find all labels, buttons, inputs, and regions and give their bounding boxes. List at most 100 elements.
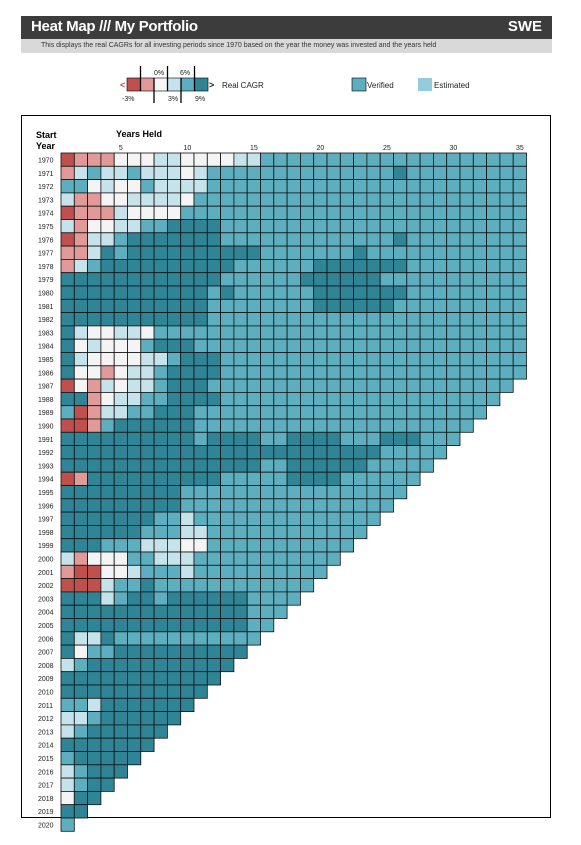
- heatmap-cell: [87, 458, 102, 473]
- heatmap-cell: [246, 564, 261, 579]
- heatmap-cell: [326, 298, 341, 313]
- column-axis-label: Years Held: [116, 129, 162, 139]
- heatmap-cell: [113, 165, 128, 181]
- heatmap-cell: [153, 564, 168, 579]
- heatmap-cell: [153, 312, 168, 327]
- heatmap-cell: [153, 232, 168, 247]
- heatmap-cell: [140, 405, 155, 420]
- heatmap-cell: [87, 618, 102, 633]
- heatmap-cell: [73, 458, 89, 473]
- heatmap-cell: [113, 737, 128, 752]
- heatmap-cell: [432, 391, 448, 407]
- heatmap-cell: [366, 458, 381, 473]
- heatmap-cell: [379, 232, 394, 247]
- heatmap-cell: [326, 325, 341, 340]
- heatmap-cell: [113, 418, 128, 433]
- heatmap-cell: [180, 298, 195, 313]
- legend-tick-m3: -3%: [122, 96, 134, 103]
- heatmap-cell: [406, 471, 421, 486]
- heatmap-cell: [73, 538, 89, 553]
- heatmap-cell: [512, 352, 527, 367]
- heatmap-cell: [459, 219, 474, 234]
- heatmap-cell: [100, 511, 115, 526]
- heatmap-cell: [153, 272, 168, 287]
- heatmap-cell: [73, 751, 89, 766]
- verified-label: Verified: [367, 81, 394, 90]
- heatmap-cell: [432, 192, 448, 207]
- country-code: SWE: [507, 18, 542, 35]
- heatmap-cell: [472, 405, 487, 420]
- heatmap-cell: [60, 618, 75, 633]
- heatmap-cell: [260, 272, 275, 287]
- heatmap-cell: [446, 391, 461, 407]
- heatmap-cell: [499, 258, 514, 274]
- heatmap-cell: [206, 152, 222, 167]
- heatmap-cell: [499, 352, 514, 367]
- start-year-label: 1971: [38, 171, 54, 178]
- heatmap-cell: [127, 431, 142, 446]
- heatmap-cell: [87, 298, 102, 313]
- heatmap-cell: [206, 391, 222, 407]
- heatmap-cell: [459, 352, 474, 367]
- heatmap-cell: [246, 485, 261, 500]
- heatmap-cell: [140, 591, 155, 606]
- heatmap-cell: [419, 338, 434, 353]
- heatmap-cell: [366, 205, 381, 220]
- heatmap-cell: [193, 179, 208, 194]
- heatmap-cell: [87, 791, 102, 806]
- heatmap-cell: [140, 618, 155, 633]
- heatmap-cell: [246, 511, 261, 526]
- heatmap-cell: [432, 245, 448, 260]
- heatmap-cell: [512, 152, 527, 167]
- heatmap-cell: [180, 604, 195, 619]
- heatmap-cell: [153, 591, 168, 606]
- heatmap-cell: [100, 551, 115, 566]
- heatmap-cell: [180, 378, 195, 393]
- start-year-label: 1987: [38, 384, 54, 391]
- heatmap-cell: [113, 671, 128, 686]
- heatmap-cell: [140, 658, 155, 673]
- heatmap-cell: [299, 219, 315, 234]
- heatmap-cell: [393, 485, 408, 500]
- heatmap-cell: [286, 538, 301, 553]
- heatmap-cell: [339, 272, 354, 287]
- heatmap-cell: [273, 219, 288, 234]
- heatmap-cell: [193, 578, 208, 593]
- heatmap-cell: [432, 378, 448, 393]
- heatmap-cell: [446, 312, 461, 327]
- heatmap-cell: [140, 604, 155, 619]
- heatmap-cell: [73, 804, 89, 819]
- heatmap-cell: [419, 325, 434, 340]
- heatmap-cell: [499, 152, 514, 167]
- heatmap-cell: [206, 205, 222, 220]
- heatmap-cell: [113, 219, 128, 234]
- heatmap-cell: [153, 405, 168, 420]
- heatmap-cell: [313, 538, 328, 553]
- heatmap-cell: [299, 285, 315, 300]
- heatmap-cell: [486, 391, 501, 407]
- heatmap-cell: [353, 485, 368, 500]
- heatmap-cell: [206, 245, 222, 260]
- heatmap-cell: [100, 578, 115, 593]
- heatmap-cell: [393, 445, 408, 460]
- heatmap-cell: [233, 604, 248, 619]
- heatmap-cell: [339, 298, 354, 313]
- heatmap-cell: [166, 219, 182, 234]
- heatmap-cell: [220, 511, 235, 526]
- heatmap-cell: [246, 165, 261, 181]
- heatmap-cell: [206, 591, 222, 606]
- heatmap-cell: [313, 325, 328, 340]
- heatmap-cell: [246, 258, 261, 274]
- start-year-label: 2020: [38, 823, 54, 830]
- heatmap-cell: [153, 205, 168, 220]
- heatmap-cell: [459, 391, 474, 407]
- heatmap-cell: [419, 298, 434, 313]
- heatmap-cell: [180, 471, 195, 486]
- heatmap-cell: [73, 631, 89, 646]
- heatmap-cell: [60, 578, 75, 593]
- heatmap-cell: [260, 498, 275, 513]
- heatmap-cell: [459, 258, 474, 274]
- heatmap-cell: [113, 604, 128, 619]
- heatmap-cell: [419, 458, 434, 473]
- heatmap-cell: [87, 498, 102, 513]
